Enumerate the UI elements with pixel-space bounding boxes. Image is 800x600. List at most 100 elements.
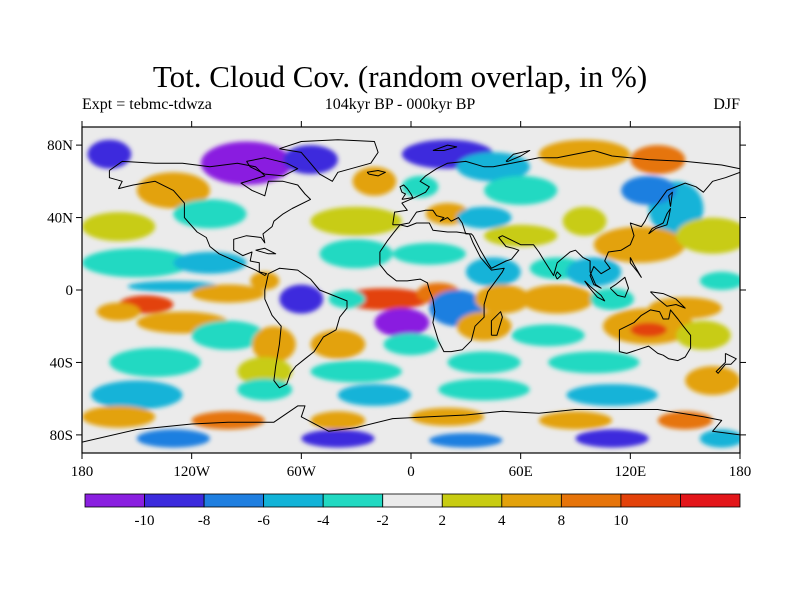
anomaly-blob-65 [566, 384, 658, 406]
coastline-british-isles [399, 184, 414, 200]
map-axes: 80N 40N 0 40S 80S 180 120W 60W 0 60E 120E 180 [47, 121, 751, 480]
y-tick-label: 40S [50, 355, 73, 371]
anomaly-blob-6 [538, 139, 631, 169]
anomaly-blob-11 [484, 175, 558, 205]
x-tick-label: 0 [407, 464, 415, 480]
x-tick-label: 180 [71, 464, 94, 480]
anomaly-blob-1 [233, 161, 278, 184]
colorbar-label: 8 [558, 513, 566, 529]
colorbar-label: 4 [498, 513, 506, 529]
coastline-greenland [279, 139, 379, 182]
anomaly-blob-10 [401, 175, 439, 198]
anomaly-blob-64 [438, 378, 530, 401]
coastlines [82, 139, 740, 443]
x-tick-label: 60W [287, 464, 317, 480]
anomaly-blob-67 [82, 405, 156, 428]
anomaly-blob-59 [447, 351, 521, 374]
anomaly-blob-9 [352, 166, 397, 196]
anomaly-blob-29 [566, 257, 622, 287]
coastline-sri-lanka [554, 271, 562, 280]
coastline-borneo [609, 276, 629, 298]
colorbar-label: -8 [198, 513, 211, 529]
coastline-sakhalin [668, 191, 673, 207]
anomaly-blob-42 [590, 288, 634, 310]
anomaly-blob-76 [575, 429, 649, 448]
colorbar-box [144, 493, 205, 508]
anomaly-blob-63 [337, 384, 411, 406]
anomaly-blob-40 [475, 284, 530, 314]
anomaly-blob-50 [383, 333, 439, 356]
experiment-label: Expt = tebmc-tdwza [82, 96, 212, 113]
anomaly-blob-74 [301, 429, 375, 448]
coastline-antarctica [82, 405, 740, 443]
anomaly-blob-44 [699, 271, 740, 290]
season-label: DJF [713, 96, 740, 113]
y-tick-label: 80N [47, 138, 73, 154]
anomaly-blob-66 [685, 366, 740, 396]
colorbar-box [560, 493, 622, 508]
coastline-svalbard [432, 144, 458, 151]
anomaly-blob-21 [593, 226, 686, 263]
anomaly-blob-19 [484, 224, 558, 247]
coastline-new-zealand [715, 352, 737, 374]
y-tick-label: 40N [47, 211, 73, 227]
coastline-iceland [366, 170, 386, 177]
colorbar-box [441, 493, 503, 508]
colorbar-label: -10 [135, 513, 155, 529]
coastline-australia [618, 309, 692, 362]
y-tick-label: 80S [50, 428, 73, 444]
anomaly-blob-55 [676, 320, 731, 350]
anomaly-blob-69 [310, 411, 366, 430]
anomaly-blob-70 [411, 407, 485, 426]
coastline-madagascar [490, 311, 503, 336]
coastline-cuba [255, 247, 277, 255]
colorbar-box [680, 493, 741, 508]
anomaly-blob-33 [250, 271, 280, 290]
anomaly-blob-14 [82, 212, 156, 242]
page-title: Tot. Cloud Cov. (random overlap, in %) [152, 59, 648, 94]
coastline-philippines [629, 257, 642, 278]
anomaly-blob-47 [191, 320, 265, 350]
anomaly-blob-48 [252, 326, 296, 363]
anomaly-blob-60 [548, 351, 640, 374]
colorbar-label: -2 [376, 513, 389, 529]
colorbar-box [382, 493, 443, 508]
colorbar-label: -4 [317, 513, 330, 529]
anomaly-blob-27 [465, 257, 521, 287]
coastline-africa [379, 222, 505, 353]
colorbar-box [84, 493, 145, 508]
x-tick-label: 120W [173, 464, 211, 480]
anomaly-blob-22 [676, 217, 740, 254]
anomaly-blob-41 [520, 284, 594, 314]
period-label: 104kyr BP - 000kyr BP [324, 96, 476, 113]
anomaly-blob-62 [237, 378, 293, 401]
anomaly-blob-24 [173, 251, 247, 274]
coastline-new-guinea [650, 291, 686, 309]
colorbar-box [203, 493, 265, 508]
colorbar-box [263, 493, 324, 508]
anomaly-blob-73 [136, 429, 210, 448]
anomaly-blob-75 [429, 433, 503, 448]
colorbar-box [501, 493, 562, 508]
anomaly-blob-26 [392, 242, 466, 265]
x-tick-label: 120E [614, 464, 646, 480]
colorbar-label: 10 [613, 513, 628, 529]
anomaly-blob-57 [237, 357, 293, 386]
anomaly-blob-52 [511, 324, 585, 347]
anomaly-blob-68 [191, 411, 265, 430]
coastline-eurasia [392, 150, 740, 289]
coastline-baffin-island [246, 157, 299, 177]
anomaly-blob-45 [96, 302, 141, 321]
anomaly-blob-34 [279, 284, 324, 314]
anomaly-blob-54 [630, 322, 667, 337]
colorbar: -10 -8 -6 -4 -2 2 4 8 10 [84, 493, 741, 529]
anomaly-blob-25 [319, 239, 393, 269]
colorbar-box [620, 493, 681, 508]
x-tick-label: 180 [729, 464, 752, 480]
anomaly-blob-5 [87, 139, 132, 169]
anomaly-blob-61 [91, 380, 183, 410]
colorbar-label: 2 [439, 513, 447, 529]
anomaly-blob-31 [127, 281, 220, 292]
colorbar-label: -6 [257, 513, 270, 529]
